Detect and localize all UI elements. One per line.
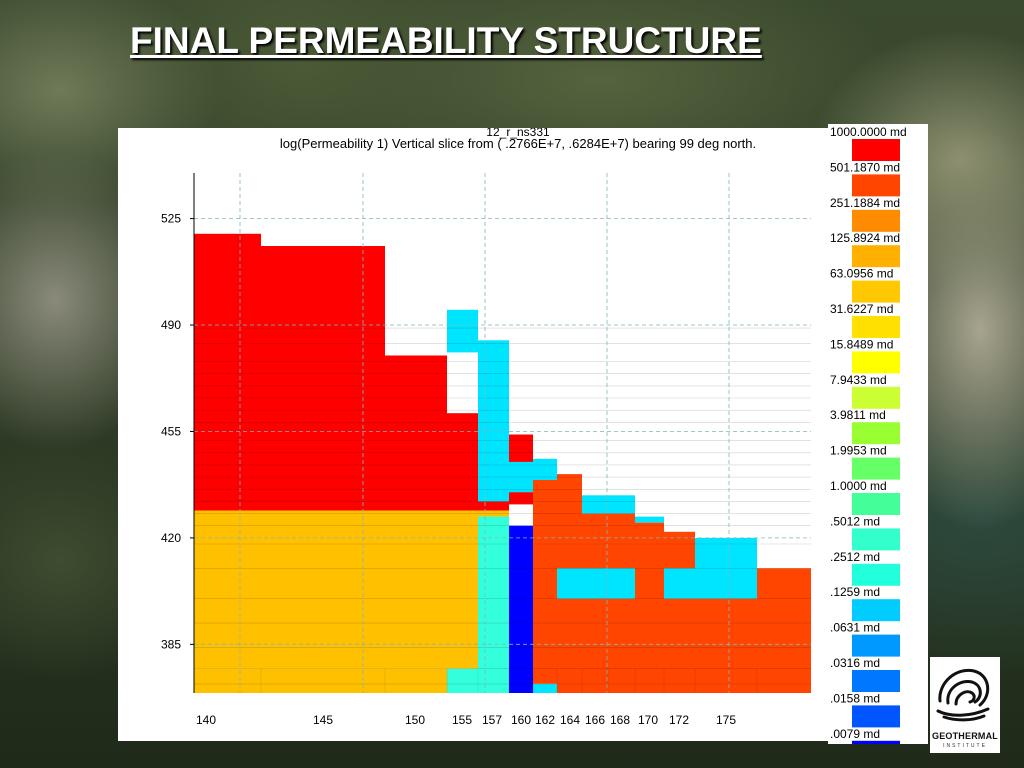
legend-label: 251.1884 md xyxy=(830,196,900,210)
permeability-cell xyxy=(533,458,557,481)
permeability-cell xyxy=(478,501,509,511)
legend-swatch xyxy=(852,351,900,374)
legend-swatch xyxy=(852,245,900,268)
x-tick-label: 172 xyxy=(669,713,689,727)
permeability-cell xyxy=(194,510,478,669)
legend-swatch xyxy=(852,634,900,657)
permeability-cell xyxy=(608,568,635,599)
permeability-cell xyxy=(261,246,385,511)
x-tick-label: 166 xyxy=(585,713,605,727)
legend-swatch xyxy=(852,139,900,161)
y-tick-label: 385 xyxy=(161,637,181,651)
axis-layer: 525 490 455 420 385 140 145 150 155 157 160 162 164 1… xyxy=(161,173,736,727)
x-tick-label: 160 xyxy=(511,713,531,727)
well-label: 12_r_ns331 xyxy=(486,128,550,139)
slide-title: FINAL PERMEABILITY STRUCTURE xyxy=(130,20,762,61)
legend-swatch xyxy=(852,457,900,480)
legend-swatch xyxy=(852,563,900,586)
cell-lines-layer xyxy=(194,327,811,693)
legend-label: 31.6227 md xyxy=(830,302,893,316)
legend-label: .1259 md xyxy=(830,585,880,599)
permeability-cell xyxy=(582,495,635,514)
legend-swatch xyxy=(852,386,900,409)
legend-swatch xyxy=(852,705,900,728)
x-tick-label: 162 xyxy=(535,713,555,727)
permeability-cell xyxy=(447,413,478,511)
legend-label: 63.0956 md xyxy=(830,267,893,281)
spiral-icon xyxy=(936,668,990,722)
x-tick-label: 157 xyxy=(482,713,502,727)
permeability-chart: 12_r_ns331 log(Permeability 1) Vertical … xyxy=(161,128,811,727)
legend-label: .0079 md xyxy=(830,727,880,741)
legend-label: 125.8924 md xyxy=(830,231,900,245)
permeability-cell xyxy=(757,568,811,693)
permeability-cell xyxy=(385,355,447,511)
x-tick-label: 168 xyxy=(610,713,630,727)
permeability-cell xyxy=(447,309,478,353)
x-tick-label: 145 xyxy=(313,713,333,727)
permeability-cell xyxy=(695,568,757,599)
legend-swatch xyxy=(852,422,900,445)
legend-label: 501.1870 md xyxy=(830,160,900,174)
x-tick-label: 175 xyxy=(716,713,736,727)
legend-label: 1.0000 md xyxy=(830,479,887,493)
permeability-cell xyxy=(194,233,261,511)
logo-text: GEOTHERMAL xyxy=(932,731,998,741)
legend-label: 1000.0000 md xyxy=(830,125,907,139)
logo-subtext: INSTITUTE xyxy=(943,743,987,749)
legend-swatch xyxy=(852,174,900,197)
permeability-cell xyxy=(557,568,582,599)
legend-swatch xyxy=(852,316,900,338)
permeability-cell xyxy=(478,401,509,502)
permeability-cell xyxy=(447,668,478,693)
permeability-cell xyxy=(194,668,447,693)
cells-layer xyxy=(194,233,811,693)
legend-label: .5012 md xyxy=(830,514,880,528)
permeability-cell xyxy=(635,516,664,523)
permeability-cell xyxy=(533,480,557,684)
chart-panel: 12_r_ns331 log(Permeability 1) Vertical … xyxy=(118,128,918,741)
permeability-cell xyxy=(608,513,635,693)
legend-label: .0158 md xyxy=(830,691,880,705)
legend-label: .0316 md xyxy=(830,656,880,670)
x-tick-label: 140 xyxy=(196,713,216,727)
grid-layer xyxy=(194,173,811,693)
y-tick-label: 525 xyxy=(161,212,181,226)
permeability-cell xyxy=(664,531,695,693)
permeability-cell xyxy=(509,461,533,493)
permeability-cell xyxy=(695,586,757,693)
permeability-cell xyxy=(582,513,608,693)
permeability-cell xyxy=(664,568,695,599)
legend-label: 7.9433 md xyxy=(830,373,887,387)
legend-label: .2512 md xyxy=(830,550,880,564)
permeability-cell xyxy=(635,522,664,693)
legend-swatch xyxy=(852,493,900,515)
geothermal-institute-logo: GEOTHERMAL INSTITUTE xyxy=(930,657,1000,753)
legend-label: 15.8489 md xyxy=(830,337,893,351)
legend-swatch xyxy=(852,528,900,551)
permeability-cell xyxy=(478,510,509,517)
x-tick-label: 150 xyxy=(405,713,425,727)
permeability-cell xyxy=(509,525,533,693)
legend-swatch xyxy=(852,280,900,303)
y-tick-label: 455 xyxy=(161,425,181,439)
permeability-cell xyxy=(478,516,509,693)
y-tick-label: 490 xyxy=(161,318,181,332)
x-tick-label: 170 xyxy=(638,713,658,727)
permeability-cell xyxy=(582,568,608,599)
permeability-legend: 1000.0000 md 501.1870 md 251.1884 md 125.89… xyxy=(828,124,928,744)
legend-label: 1.9953 md xyxy=(830,444,887,458)
legend-label: .0631 md xyxy=(830,621,880,635)
y-tick-label: 420 xyxy=(161,531,181,545)
legend-swatch xyxy=(852,670,900,692)
legend-swatch xyxy=(852,209,900,232)
legend-swatch xyxy=(852,599,900,622)
permeability-cell xyxy=(533,683,557,693)
x-tick-label: 155 xyxy=(452,713,472,727)
chart-title: log(Permeability 1) Vertical slice from … xyxy=(280,136,756,151)
x-tick-label: 164 xyxy=(560,713,580,727)
legend-label: 3.9811 md xyxy=(830,408,886,422)
legend-swatch xyxy=(852,740,900,744)
